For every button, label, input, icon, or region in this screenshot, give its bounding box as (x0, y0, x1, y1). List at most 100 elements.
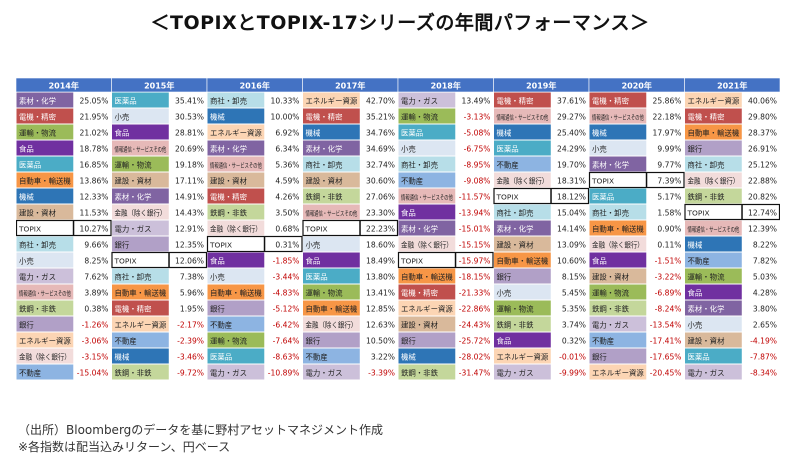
sector-row: 食品 28.81% (112, 124, 207, 140)
sector-name-label: 鉄鋼・非鉄 (592, 305, 630, 314)
sector-name-label: 運輸・物流 (401, 113, 439, 122)
note-line: ※各指数は配当込みリターン、円ベース (18, 440, 231, 454)
sector-name-label: エネルギー資源 (306, 97, 358, 106)
sector-row: 電機・精密 29.80% (685, 108, 780, 124)
return-value-label: -13.94% (459, 209, 491, 218)
sector-name-cell (112, 332, 169, 348)
return-value-cell (169, 364, 207, 380)
return-value-label: 7.38% (180, 273, 204, 282)
sector-name-cell (112, 268, 169, 284)
sector-row: 建設・資材 17.11% (112, 172, 207, 188)
return-value-cell (646, 332, 684, 348)
return-value-label: 25.40% (557, 129, 586, 138)
sector-name-cell (398, 92, 456, 108)
sector-row: 鉄鋼・非鉄 3.50% (207, 204, 302, 220)
sector-name-cell (207, 204, 265, 220)
return-value-cell (646, 300, 684, 316)
return-value-cell (646, 268, 684, 284)
return-value-cell (360, 268, 398, 284)
return-value-cell (169, 332, 207, 348)
sector-row: 鉄鋼・非鉄 -8.24% (589, 300, 684, 316)
sector-row: 機械 25.40% (494, 124, 589, 140)
return-value-label: -15.97% (459, 257, 491, 266)
sector-row: 自動車・輸送機 -18.15% (398, 268, 493, 284)
topix-row: TOPIX -15.97% (397, 251, 494, 269)
sector-row: 商社・卸売 -8.95% (398, 156, 493, 172)
source-notes: （出所）Bloombergのデータを基に野村アセットマネジメント作成 ※各指数は… (18, 422, 383, 456)
sector-row: エネルギー資源 -2.17% (112, 316, 207, 332)
sector-name-label: 商社・卸売 (115, 273, 152, 282)
sector-row: 自動車・輸送機 10.60% (494, 252, 589, 268)
return-value-label: 7.82% (753, 257, 777, 266)
return-value-label: 22.88% (748, 177, 777, 186)
sector-name-cell (16, 332, 74, 348)
return-value-label: 5.03% (753, 273, 777, 282)
return-value-label: 25.05% (80, 97, 109, 106)
return-value-cell (455, 140, 493, 156)
sector-name-label: 素材・化学 (497, 225, 534, 234)
return-value-label: -20.45% (650, 369, 682, 378)
sector-name-cell (207, 252, 265, 268)
sector-name-label: 銀行 (210, 305, 225, 314)
sector-name-cell (303, 268, 360, 284)
return-value-label: -21.33% (459, 289, 491, 298)
sector-row: 情報通信・サービスその他 3.89% (16, 284, 111, 300)
topix-highlight-border (684, 203, 780, 221)
sector-name-label: 食品 (19, 145, 34, 154)
return-value-cell (551, 300, 589, 316)
return-value-label: 37.61% (557, 97, 586, 106)
sector-row: 機械 -28.02% (398, 348, 493, 364)
sector-row: 小売 5.45% (494, 284, 589, 300)
return-value-label: -22.86% (459, 305, 491, 314)
return-value-label: 3.74% (562, 321, 586, 330)
sector-name-label: 不動産 (306, 353, 328, 362)
return-value-cell (551, 220, 589, 236)
sector-name-label: 情報通信・サービスその他 (497, 113, 549, 122)
sector-name-label: エネルギー資源 (210, 129, 262, 138)
sector-name-cell (112, 284, 169, 300)
return-value-label: 9.77% (657, 161, 681, 170)
return-value-cell (742, 348, 780, 364)
sector-name-label: 電機・精密 (306, 113, 344, 122)
sector-row: 情報通信・サービスその他 23.30% (303, 204, 398, 220)
sector-name-cell (112, 172, 169, 188)
sector-name-label: 小売 (401, 145, 416, 154)
year-header-label: 2020年 (622, 81, 652, 91)
sector-name-cell (589, 204, 647, 220)
sector-row: 自動車・輸送機 12.85% (303, 300, 398, 316)
sector-row: 小売 8.25% (16, 252, 111, 268)
sector-name-cell (207, 140, 265, 156)
return-value-label: 12.35% (175, 241, 204, 250)
sector-name-cell (685, 156, 742, 172)
sector-name-cell (207, 188, 265, 204)
return-value-cell (455, 364, 493, 380)
return-value-cell (169, 124, 207, 140)
sector-name-cell (112, 220, 169, 236)
sector-name-label: 電機・精密 (497, 97, 535, 106)
sector-row: 素材・化学 14.91% (112, 188, 207, 204)
return-value-cell (264, 204, 302, 220)
return-value-cell (742, 268, 780, 284)
sector-name-label: 建設・資材 (210, 177, 248, 186)
sector-row: 情報通信・サービスその他 -11.57% (398, 188, 493, 204)
return-value-cell (551, 364, 589, 380)
return-value-label: 14.14% (557, 225, 586, 234)
sector-row: 建設・資材 13.09% (494, 236, 589, 252)
sector-name-cell (398, 300, 456, 316)
return-value-label: 12.85% (366, 305, 395, 314)
sector-name-label: 小売 (688, 321, 703, 330)
return-value-cell (455, 156, 493, 172)
return-value-cell (742, 156, 780, 172)
sector-name-label: 機械 (401, 353, 416, 362)
sector-name-cell (112, 92, 169, 108)
return-value-label: -7.87% (750, 353, 777, 362)
return-value-label: 17.97% (653, 129, 682, 138)
return-value-cell (264, 364, 302, 380)
sector-row: 自動車・輸送機 0.90% (589, 220, 684, 236)
return-value-cell (646, 348, 684, 364)
sector-row: 食品 18.49% (303, 252, 398, 268)
sector-name-label: 食品 (115, 129, 130, 138)
sector-row: 電力・ガス -10.89% (207, 364, 302, 380)
sector-name-label: TOPIX (687, 209, 710, 218)
sector-name-label: 素材・化学 (115, 193, 152, 202)
